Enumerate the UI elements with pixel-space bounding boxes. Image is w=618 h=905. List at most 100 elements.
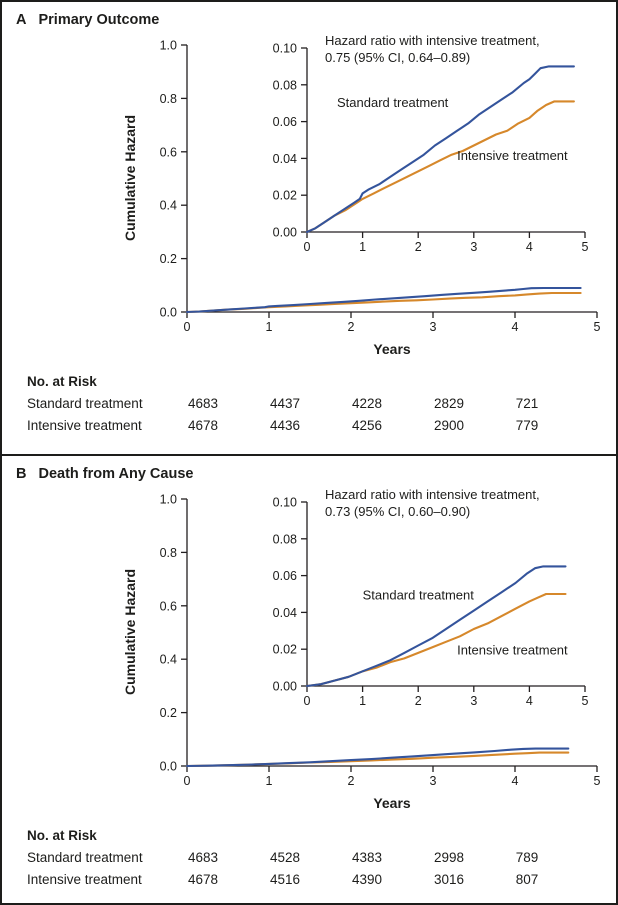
risk-value: 4437 [269, 396, 301, 411]
y-tick-label: 0.02 [273, 643, 297, 657]
risk-value: 4256 [351, 418, 383, 433]
y-tick-label: 0.2 [160, 706, 177, 720]
risk-value: 2900 [433, 418, 465, 433]
series-label: Intensive treatment [457, 643, 568, 658]
hazard-ratio-annotation: Hazard ratio with intensive treatment, 0… [325, 486, 540, 520]
risk-value: 4528 [269, 850, 301, 865]
y-tick-label: 0.6 [160, 599, 177, 613]
risk-row-label: Standard treatment [27, 396, 143, 411]
x-tick-label: 1 [266, 320, 273, 334]
risk-value: 779 [515, 418, 539, 433]
risk-value: 2829 [433, 396, 465, 411]
panel-heading: Death from Any Cause [38, 466, 194, 482]
risk-value: 4228 [351, 396, 383, 411]
y-tick-label: 0.06 [273, 569, 297, 583]
risk-row-label: Standard treatment [27, 850, 143, 865]
risk-row: Standard treatment 4683 4528 4383 2998 789 [2, 850, 616, 868]
risk-value: 4678 [187, 418, 219, 433]
x-tick-label: 0 [304, 240, 311, 254]
risk-value: 4683 [187, 396, 219, 411]
risk-value: 789 [515, 850, 539, 865]
inset-axes: 0 1 2 3 4 5 0.00 0.02 0.04 0.06 0.08 0.10 [273, 496, 589, 709]
x-axis-label: Years [373, 795, 411, 811]
intensive-treatment-curve [305, 592, 567, 688]
x-tick-label: 0 [184, 320, 191, 334]
x-tick-label: 5 [582, 240, 589, 254]
y-tick-label: 0.0 [160, 760, 177, 774]
x-tick-label: 1 [359, 240, 366, 254]
y-tick-label: 0.0 [160, 306, 177, 320]
x-tick-label: 3 [470, 240, 477, 254]
number-at-risk-table: No. at Risk Standard treatment 4683 4437 42… [2, 374, 616, 452]
y-tick-label: 0.08 [273, 532, 297, 546]
x-tick-label: 1 [359, 694, 366, 708]
y-tick-label: 0.8 [160, 546, 177, 560]
cumulative-hazard-chart-a: 0 1 2 3 4 5 0.0 0.2 0.4 0.6 0.8 1.0 0 1 2 3 4 5 0.00 0.02 0.… [160, 39, 601, 335]
number-at-risk-table: No. at Risk Standard treatment 4683 4528 43… [2, 828, 616, 903]
x-tick-label: 1 [266, 774, 273, 788]
x-tick-label: 3 [430, 320, 437, 334]
x-tick-label: 4 [512, 774, 519, 788]
risk-row: Standard treatment 4683 4437 4228 2829 721 [2, 396, 616, 414]
x-tick-label: 5 [594, 320, 601, 334]
risk-value: 807 [515, 872, 539, 887]
risk-row-label: Intensive treatment [27, 418, 142, 433]
hazard-ratio-annotation: Hazard ratio with intensive treatment, 0… [325, 32, 540, 66]
panel-title: B Death from Any Cause [16, 466, 193, 482]
x-tick-label: 2 [348, 774, 355, 788]
y-tick-label: 0.4 [160, 653, 177, 667]
y-tick-label: 0.08 [273, 78, 297, 92]
y-tick-label: 0.06 [273, 115, 297, 129]
x-tick-label: 5 [594, 774, 601, 788]
cumulative-hazard-chart-b: 0 1 2 3 4 5 0.0 0.2 0.4 0.6 0.8 1.0 0 1 2 3 4 5 0.00 0.02 0.… [160, 493, 601, 789]
risk-value: 4516 [269, 872, 301, 887]
y-tick-label: 0.00 [273, 680, 297, 694]
panel-title: A Primary Outcome [16, 12, 159, 28]
y-tick-label: 1.0 [160, 493, 177, 507]
y-tick-label: 0.8 [160, 92, 177, 106]
main-axes: 0 1 2 3 4 5 0.0 0.2 0.4 0.6 0.8 1.0 [160, 493, 601, 789]
panel-letter: B [16, 466, 27, 482]
x-tick-label: 5 [582, 694, 589, 708]
y-tick-label: 0.04 [273, 152, 297, 166]
series-label: Intensive treatment [457, 148, 568, 163]
annotation-line2: 0.73 (95% CI, 0.60–0.90) [325, 504, 471, 519]
series-label: Standard treatment [363, 588, 475, 603]
panel-b-death-from-any-cause: B Death from Any Cause Cumulative Hazard … [2, 456, 616, 903]
x-tick-label: 4 [512, 320, 519, 334]
annotation-line2: 0.75 (95% CI, 0.64–0.89) [325, 50, 471, 65]
standard-treatment-curve [305, 65, 575, 234]
y-tick-label: 1.0 [160, 39, 177, 53]
risk-value: 4436 [269, 418, 301, 433]
risk-value: 4678 [187, 872, 219, 887]
y-tick-label: 0.02 [273, 189, 297, 203]
standard-treatment-curve [305, 565, 567, 688]
y-tick-label: 0.6 [160, 145, 177, 159]
risk-value: 4390 [351, 872, 383, 887]
main-axes: 0 1 2 3 4 5 0.0 0.2 0.4 0.6 0.8 1.0 [160, 39, 601, 335]
risk-value: 3016 [433, 872, 465, 887]
x-tick-label: 2 [348, 320, 355, 334]
risk-row-label: Intensive treatment [27, 872, 142, 887]
x-axis-label: Years [373, 341, 411, 357]
standard-treatment-curve [185, 286, 582, 314]
risk-heading: No. at Risk [27, 828, 97, 843]
x-tick-label: 3 [430, 774, 437, 788]
y-tick-label: 0.10 [273, 42, 297, 56]
y-tick-label: 0.4 [160, 199, 177, 213]
annotation-line1: Hazard ratio with intensive treatment, [325, 487, 540, 502]
risk-value: 4683 [187, 850, 219, 865]
panel-heading: Primary Outcome [38, 12, 160, 28]
intensive-treatment-curve [305, 100, 575, 234]
y-tick-label: 0.10 [273, 496, 297, 510]
risk-value: 721 [515, 396, 539, 411]
risk-value: 4383 [351, 850, 383, 865]
y-tick-label: 0.00 [273, 226, 297, 240]
x-tick-label: 4 [526, 240, 533, 254]
series-label: Standard treatment [337, 95, 449, 110]
x-tick-label: 3 [470, 694, 477, 708]
x-tick-label: 4 [526, 694, 533, 708]
x-tick-label: 2 [415, 694, 422, 708]
